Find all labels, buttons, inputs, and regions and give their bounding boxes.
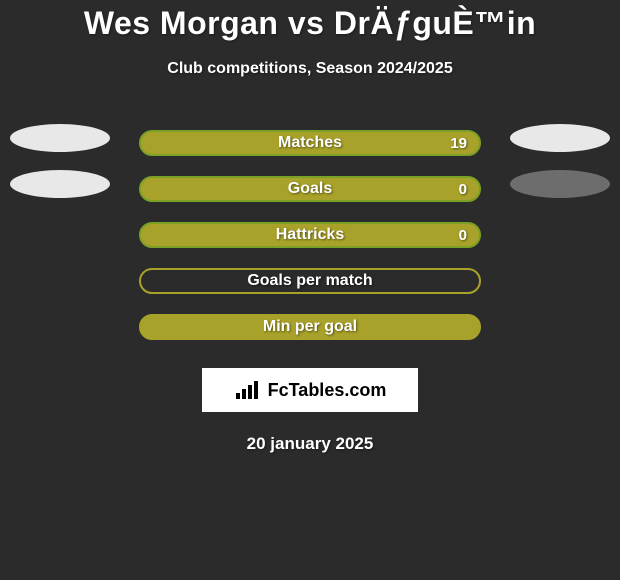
page-title: Wes Morgan vs DrÄƒguÈ™in [0, 5, 620, 42]
stat-row: Matches 19 [0, 120, 620, 166]
stat-value: 19 [450, 135, 467, 152]
stat-bar: Goals per match [139, 268, 481, 294]
stat-label: Matches [278, 134, 342, 152]
player-right-marker [510, 124, 610, 152]
date-label: 20 january 2025 [0, 434, 620, 454]
stat-label: Min per goal [263, 318, 357, 336]
logo-box[interactable]: FcTables.com [202, 368, 418, 412]
stat-bar: Min per goal [139, 314, 481, 340]
subtitle: Club competitions, Season 2024/2025 [0, 60, 620, 78]
stat-bar: Goals 0 [139, 176, 481, 202]
player-left-marker [10, 124, 110, 152]
logo-text: FcTables.com [268, 380, 387, 401]
stat-bar: Matches 19 [139, 130, 481, 156]
stat-row: Min per goal [0, 304, 620, 350]
stat-row: Goals 0 [0, 166, 620, 212]
stat-label: Goals per match [247, 272, 372, 290]
stat-rows: Matches 19 Goals 0 Hattricks 0 Goals per match… [0, 120, 620, 350]
bars-icon [234, 379, 262, 401]
stat-row: Hattricks 0 [0, 212, 620, 258]
stat-label: Goals [288, 180, 332, 198]
stat-value: 0 [459, 181, 467, 198]
stat-value: 0 [459, 227, 467, 244]
player-left-marker [10, 170, 110, 198]
player-right-marker [510, 170, 610, 198]
comparison-widget: Wes Morgan vs DrÄƒguÈ™in Club competitio… [0, 0, 620, 454]
stat-label: Hattricks [276, 226, 344, 244]
stat-bar: Hattricks 0 [139, 222, 481, 248]
stat-row: Goals per match [0, 258, 620, 304]
